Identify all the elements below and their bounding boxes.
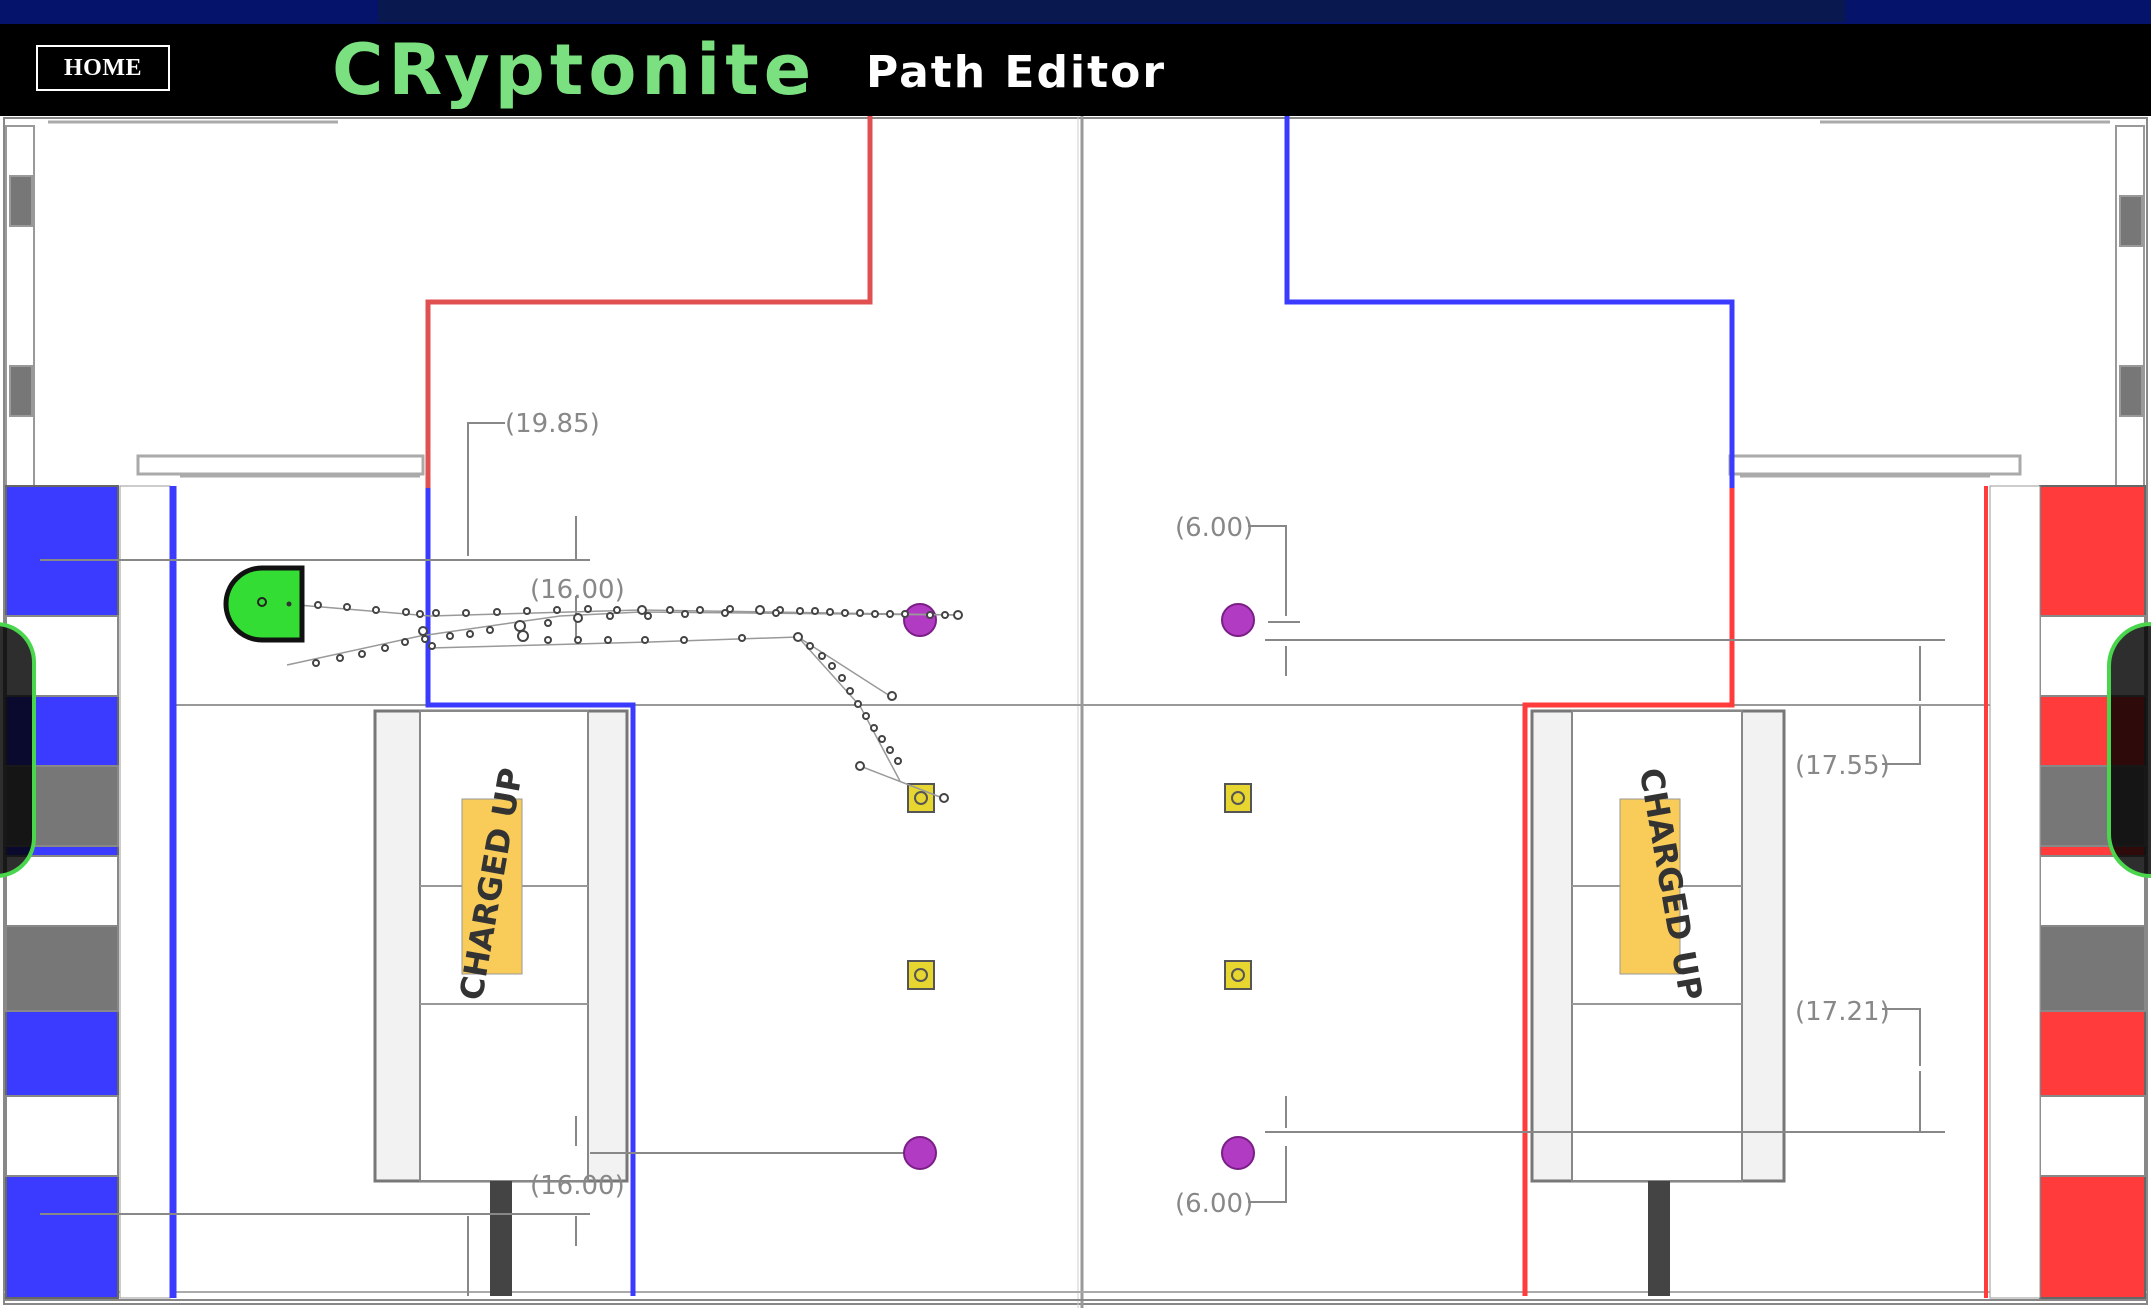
header-bar: HOME CRyptonite Path Editor <box>0 24 2151 116</box>
cube-4[interactable] <box>1221 1136 1255 1170</box>
top-strip <box>0 0 2151 24</box>
charging-station-blue <box>373 709 629 1296</box>
cube-3[interactable] <box>903 1136 937 1170</box>
left-loading-zone <box>5 125 2145 487</box>
brand-title: CRyptonite <box>332 29 817 111</box>
cube-1[interactable] <box>903 603 937 637</box>
left-panel-toggle[interactable] <box>0 622 36 878</box>
cube-2[interactable] <box>1221 603 1255 637</box>
cone-3[interactable] <box>907 960 935 990</box>
dimension-label-7: (17.21) <box>1795 997 1890 1027</box>
dimension-label-2: (16.00) <box>530 575 625 605</box>
dimension-label-6: (17.55) <box>1795 751 1890 781</box>
top-strip-inner <box>378 0 1845 22</box>
field-canvas[interactable]: CHARGED UP CHARGED UP (19.85) (16.00) <box>0 116 2151 1308</box>
dimension-labels: (19.85) (16.00) (16.00) (6.00) (6.00) (1… <box>505 409 1890 1219</box>
game-pieces <box>903 603 1255 1170</box>
cone-1[interactable] <box>907 783 935 813</box>
charging-station-red <box>1530 709 1786 1296</box>
dimension-lines <box>40 422 1945 1296</box>
community-zone-lines <box>425 116 1735 1296</box>
dimension-label-5: (6.00) <box>1175 1189 1253 1219</box>
path-points[interactable] <box>312 601 963 803</box>
cone-4[interactable] <box>1224 960 1252 990</box>
cone-3-center <box>914 968 928 982</box>
cone-4-center <box>1231 968 1245 982</box>
cone-1-center <box>914 791 928 805</box>
home-button[interactable]: HOME <box>36 45 170 91</box>
field-outline <box>3 116 2148 1308</box>
dimension-label-3: (16.00) <box>530 1171 625 1201</box>
page-title: Path Editor <box>866 47 1167 98</box>
blue-grid <box>5 485 177 1299</box>
robot-icon[interactable] <box>223 565 305 643</box>
dimension-label-4: (6.00) <box>1175 513 1253 543</box>
cone-2-center <box>1231 791 1245 805</box>
cone-2[interactable] <box>1224 783 1252 813</box>
right-panel-toggle[interactable] <box>2107 622 2151 878</box>
dimension-label-1: (19.85) <box>505 409 600 439</box>
red-grid <box>1984 485 2146 1299</box>
